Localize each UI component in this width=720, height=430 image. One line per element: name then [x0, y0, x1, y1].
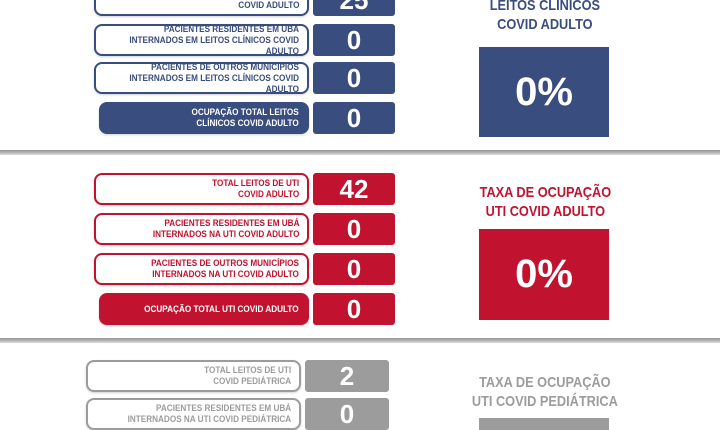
row-value: 0	[346, 213, 362, 244]
occupancy-rate-box: 0%	[479, 47, 609, 137]
table-row: TOTAL LEITOS DE UTI COVID ADULTO 42	[94, 173, 395, 205]
row-label-box: PACIENTES RESIDENTES EM UBÁ INTERNADOS N…	[94, 213, 309, 245]
row-value: 0	[346, 62, 362, 93]
row-value-box: 0	[313, 293, 395, 325]
row-value-box: 0	[305, 398, 389, 430]
row-label-box: OCUPAÇÃO TOTAL LEITOS CLÍNICOS COVID ADU…	[99, 102, 309, 134]
table-row: PACIENTES DE OUTROS MUNICÍPIOS INTERNADO…	[94, 253, 395, 285]
occupancy-rate-value: 0%	[515, 69, 573, 114]
row-label: OCUPAÇÃO TOTAL UTI COVID ADULTO	[144, 303, 299, 315]
row-label: TOTAL LEITOS DE UTI COVID ADULTO	[211, 178, 299, 200]
row-label: PACIENTES RESIDENTES EM UBÁ INTERNADOS E…	[129, 23, 299, 57]
row-value: 42	[339, 173, 369, 204]
occupancy-panel-title: TAXA DE OCUPAÇÃO UTI COVID ADULTO	[479, 184, 611, 220]
row-value: 0	[339, 398, 355, 429]
occupancy-panel-title: TAXA DE OCUPAÇÃO UTI COVID PEDIÁTRICA	[472, 374, 618, 410]
row-value-box: 25	[313, 0, 395, 16]
row-label-box: PACIENTES RESIDENTES EM UBÁ INTERNADOS N…	[86, 398, 301, 430]
table-row: PACIENTES RESIDENTES EM UBÁ INTERNADOS N…	[86, 398, 389, 430]
occupancy-rate-value: 0%	[515, 252, 573, 296]
row-label-box: PACIENTES DE OUTROS MUNICÍPIOS INTERNADO…	[94, 61, 309, 95]
section-divider	[0, 338, 720, 343]
row-value: 0	[346, 253, 362, 284]
row-value: 0	[346, 102, 362, 133]
row-label: PACIENTES DE OUTROS MUNICÍPIOS INTERNADO…	[151, 258, 299, 280]
row-value: 2	[339, 360, 355, 391]
table-row: TOTAL LEITOS CLÍNICOS COVID ADULTO 25	[94, 0, 395, 16]
row-label: PACIENTES RESIDENTES EM UBÁ INTERNADOS N…	[127, 403, 291, 425]
row-value-box: 0	[313, 102, 395, 134]
row-label-box: TOTAL LEITOS DE UTI COVID ADULTO	[94, 173, 309, 205]
table-row: PACIENTES RESIDENTES EM UBÁ INTERNADOS N…	[94, 213, 395, 245]
row-label-box: TOTAL LEITOS CLÍNICOS COVID ADULTO	[94, 0, 309, 16]
row-label-box: PACIENTES DE OUTROS MUNICÍPIOS INTERNADO…	[94, 253, 309, 285]
row-label-box: TOTAL LEITOS DE UTI COVID PEDIÁTRICA	[86, 360, 301, 392]
row-value: 0	[346, 293, 362, 324]
table-row-total: OCUPAÇÃO TOTAL UTI COVID ADULTO 0	[94, 293, 395, 325]
occupancy-panel-title: LEITOS CLÍNICOS COVID ADULTO	[489, 0, 601, 33]
row-value: 0	[346, 24, 362, 55]
row-value-box: 2	[305, 360, 389, 392]
table-row: PACIENTES RESIDENTES EM UBÁ INTERNADOS E…	[94, 23, 395, 57]
row-label: PACIENTES RESIDENTES EM UBÁ INTERNADOS N…	[152, 218, 299, 240]
row-label: TOTAL LEITOS DE UTI COVID PEDIÁTRICA	[203, 365, 291, 387]
row-value: 25	[340, 0, 369, 16]
table-row: TOTAL LEITOS DE UTI COVID PEDIÁTRICA 2	[86, 360, 389, 392]
row-value-box: 0	[313, 253, 395, 285]
table-row-total: OCUPAÇÃO TOTAL LEITOS CLÍNICOS COVID ADU…	[94, 102, 395, 134]
row-value-box: 0	[313, 24, 395, 56]
row-value-box: 0	[313, 62, 395, 94]
row-value-box: 0	[313, 213, 395, 245]
table-row: PACIENTES DE OUTROS MUNICÍPIOS INTERNADO…	[94, 61, 395, 95]
row-label: PACIENTES DE OUTROS MUNICÍPIOS INTERNADO…	[129, 61, 299, 95]
occupancy-rate-box: 0%	[479, 229, 609, 320]
row-value-box: 42	[313, 173, 395, 205]
row-label-box: OCUPAÇÃO TOTAL UTI COVID ADULTO	[99, 293, 309, 325]
row-label-box: PACIENTES RESIDENTES EM UBÁ INTERNADOS E…	[94, 23, 309, 57]
occupancy-rate-box	[479, 418, 609, 430]
row-label: TOTAL LEITOS CLÍNICOS COVID ADULTO	[237, 0, 299, 11]
row-label: OCUPAÇÃO TOTAL LEITOS CLÍNICOS COVID ADU…	[191, 107, 299, 129]
section-divider	[0, 150, 720, 155]
